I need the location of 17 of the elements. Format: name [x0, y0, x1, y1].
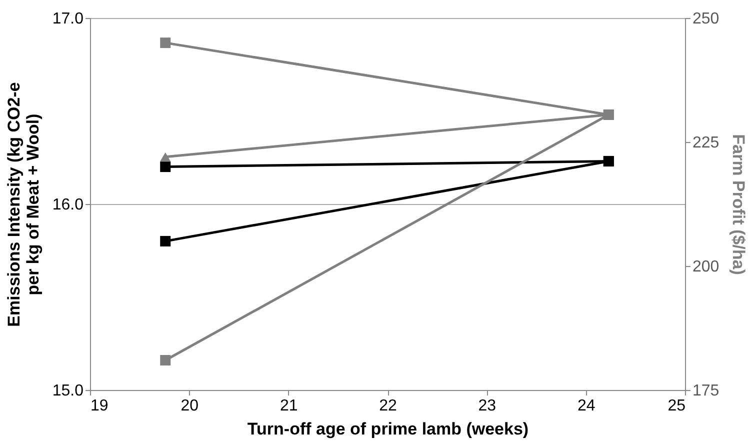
- y2-tick-label: 250: [692, 10, 720, 28]
- x-axis-title: Turn-off age of prime lamb (weeks): [247, 420, 529, 438]
- y2-tick-label: 175: [692, 382, 720, 400]
- x-tick-label: 21: [280, 398, 298, 414]
- y2-axis-title: Farm Profit ($/ha): [729, 134, 748, 275]
- x-tick-label: 24: [577, 398, 596, 414]
- y2-tick-label: 200: [692, 258, 720, 276]
- y-tick-label: 16.0: [52, 196, 84, 214]
- y-axis-title: Emissions Intensity (kg CO2-e per kg of Meat + Wool): [4, 82, 42, 327]
- x-tick-label: 20: [180, 398, 199, 414]
- x-tick-label: 19: [90, 398, 108, 414]
- x-tick-label: 23: [478, 398, 496, 414]
- y-tick-label: 17.0: [52, 10, 84, 28]
- y2-tick-label: 225: [692, 134, 720, 152]
- y-tick-label: 15.0: [52, 382, 84, 400]
- x-tick-label: 22: [379, 398, 397, 414]
- x-tick-label: 25: [668, 398, 686, 414]
